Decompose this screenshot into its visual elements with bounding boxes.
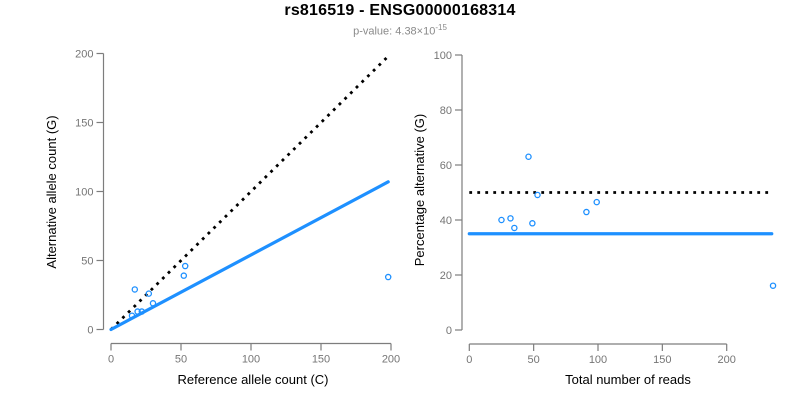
x-tick-label: 200 [718,354,736,366]
identity-line [110,56,388,331]
data-point [593,198,600,206]
data-point [384,273,392,281]
data-point [507,215,514,222]
y-tick-label: 20 [440,270,452,282]
data-point [131,286,139,293]
data-point [181,262,189,270]
x-tick-label: 0 [108,354,114,366]
data-point [145,290,153,297]
y-tick-label: 80 [440,105,452,117]
y-axis-title: Percentage alternative (G) [412,114,427,266]
data-point [498,216,505,224]
data-point [128,312,136,319]
x-tick-label: 100 [589,354,607,366]
x-tick-label: 200 [382,354,400,366]
y-tick-label: 100 [434,50,452,62]
left-plot: 0 50 100 150 200 0 50 100 150 200 Reference allele… [44,49,400,388]
y-tick-label: 0 [87,325,93,337]
y-tick-label: 60 [440,160,452,172]
y-tick-label: 40 [440,215,452,227]
x-tick-label: 150 [653,354,671,366]
data-point [534,191,541,199]
y-tick-label: 50 [81,256,93,268]
x-tick-label: 150 [312,354,330,366]
y-tick-label: 100 [75,187,93,199]
x-tick-label: 50 [528,354,540,366]
data-point [138,308,146,315]
data-point [149,300,157,307]
data-point [769,282,777,289]
x-axis-title: Total number of reads [565,372,691,387]
y-axis-title: Alternative allele count (G) [44,115,59,268]
x-tick-label: 0 [466,354,472,366]
data-point [525,153,532,160]
data-point [583,208,590,216]
right-plot: 0 50 100 150 200 0 20 40 60 80 100 Total number of … [412,50,777,387]
data-point [180,272,188,279]
y-tick-label: 0 [446,325,452,337]
data-point [134,308,141,315]
y-tick-label: 150 [75,118,93,130]
x-tick-label: 100 [242,354,260,366]
x-axis-title: Reference allele count (C) [177,372,328,387]
regression-line [109,180,390,332]
data-point [529,220,536,227]
x-tick-label: 50 [175,354,187,366]
y-tick-label: 200 [75,49,93,61]
data-point [511,224,518,232]
